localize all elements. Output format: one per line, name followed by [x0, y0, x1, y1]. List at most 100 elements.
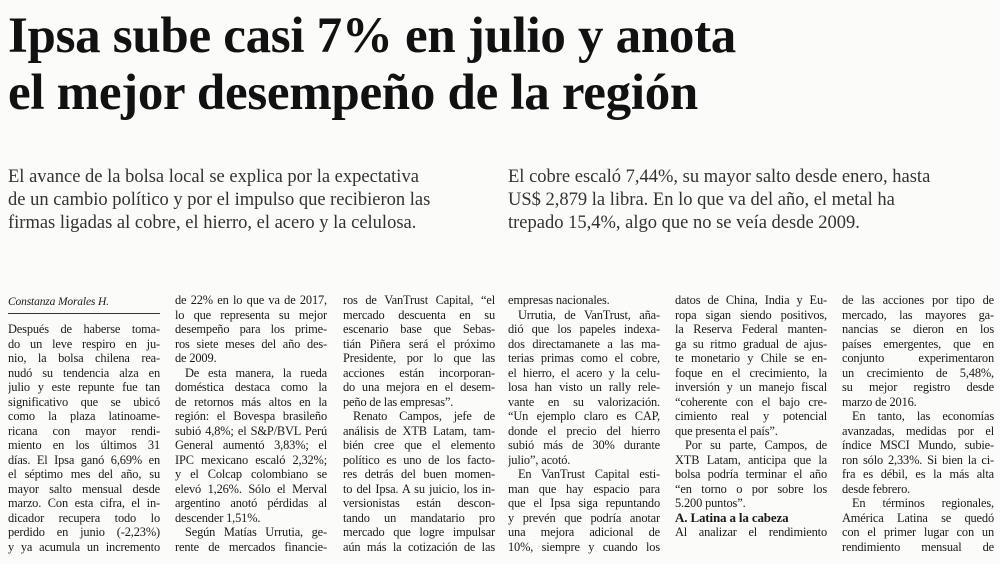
- headline-line: Ipsa sube casi 7% en julio y anota: [8, 8, 737, 64]
- text-line: región: el Bovespa brasileño: [175, 409, 327, 423]
- text-line: De esta manera, la rueda: [185, 365, 327, 380]
- text-line: nudó su tendencia alza en: [8, 365, 160, 380]
- text-line: mercado, las mayores ga-: [842, 307, 994, 322]
- text-line: y ya acumula un incremento: [8, 539, 160, 554]
- text-line: Por su parte, Campos, de: [685, 438, 827, 452]
- lead-line: trepado 15,4%, algo que no se veía desde…: [508, 213, 860, 233]
- text-line: En VanTrust Capital esti-: [518, 467, 660, 481]
- text-line: ros de VanTrust Capital, “el: [343, 293, 495, 307]
- text-line: subió más de 30% durante: [508, 438, 660, 452]
- text-line: Presidente, por lo que las: [343, 351, 495, 365]
- text-line: marzo de 2016.: [842, 394, 917, 409]
- text-line: dos directamanete a las ma-: [508, 336, 660, 351]
- text-line: que el Ipsa siga repuntando: [508, 496, 660, 510]
- text-line: terias primas como el cobre,: [508, 351, 660, 365]
- lead-line: El avance de la bolsa local se explica p…: [8, 167, 419, 187]
- text-line: marzo. Con esta cifra, el in-: [8, 496, 160, 510]
- text-line: de 2009.: [175, 351, 217, 365]
- text-line: man que hay espacio para: [508, 481, 660, 496]
- text-line: días. El Ipsa ganó 6,69% en: [8, 452, 160, 467]
- text-line: el séptimo mes del año, su: [8, 467, 160, 481]
- text-line: análisis de XTB Latam, tam-: [343, 423, 495, 438]
- text-line: datos de China, India y Eu-: [675, 293, 827, 307]
- text-line: un crecimiento de 5,48%,: [842, 365, 994, 380]
- text-line: de las acciones por tipo de: [842, 293, 994, 307]
- text-column: empresas nacionales. Urrutia, de VanTrust…: [508, 293, 660, 554]
- lead-line: El cobre escaló 7,44%, su mayor salto de…: [508, 167, 931, 187]
- text-line: como la plaza latinoame-: [8, 409, 160, 423]
- text-line: lo que representa su mejor: [175, 307, 327, 322]
- text-line: “Un ejemplo claro es CAP,: [508, 409, 660, 423]
- text-line: desde febrero.: [842, 481, 911, 496]
- text-line: dió que los papeles indexa-: [508, 322, 660, 336]
- text-line: y el Colcap colombiano se: [175, 467, 327, 481]
- headline: Ipsa sube casi 7% en julio y anota el mej…: [8, 8, 993, 122]
- text-line: países emergentes, que en: [842, 336, 994, 351]
- text-line: avanzadas, medidas por el: [842, 423, 994, 438]
- text-line: 5.200 puntos”.: [675, 496, 746, 510]
- text-line: dicador recupera todo lo: [8, 510, 160, 525]
- text-line: Al analizar el rendimiento: [675, 525, 827, 539]
- text-line: de retornos más altos en la: [175, 394, 327, 409]
- text-line: político es uno de los facto-: [343, 452, 495, 467]
- text-line: miento en los últimos 31: [8, 438, 160, 452]
- text-line: doméstica destaca como la: [175, 380, 327, 394]
- text-line: losa han visto un rally rele-: [508, 380, 660, 394]
- text-line: escenario base que Sebas-: [343, 322, 495, 336]
- byline: Constanza Morales H.: [8, 295, 160, 314]
- text-column: de las acciones por tipo de mercado, las …: [842, 293, 994, 554]
- lead-paragraph: El avance de la bolsa local se explica p…: [8, 166, 430, 235]
- text-line: empresas nacionales.: [508, 293, 610, 307]
- text-line: ricana con mayor rendi-: [8, 423, 160, 438]
- text-line: ros siete meses del año des-: [175, 336, 327, 351]
- text-line: de 22% en lo que va de 2017,: [175, 293, 327, 307]
- text-line: julio y este repunte fue tan: [8, 380, 160, 394]
- text-line: to del Ipsa. A su juicio, los in-: [343, 481, 495, 496]
- text-line: desempeño para los prime-: [175, 322, 327, 336]
- text-line: te monetario y Chile se en-: [675, 351, 827, 365]
- text-line: peño de las empresas”.: [343, 394, 454, 409]
- text-line: ropa sigan siendo positivos,: [675, 307, 827, 322]
- text-line: aún más la cotización de las: [343, 539, 495, 554]
- text-column: ros de VanTrust Capital, “el mercado desc…: [343, 293, 495, 554]
- subheading: A. Latina a la cabeza: [675, 509, 789, 525]
- text-line: tián Piñera será el próximo: [343, 336, 495, 351]
- text-line: el hierro, el acero y la celu-: [508, 365, 660, 380]
- text-line: argentino anotó pérdidas al: [175, 496, 327, 510]
- text-line: cimiento real y potencial: [675, 409, 827, 423]
- text-line: donde el precio del hierro: [508, 423, 660, 438]
- text-line: General aumentó 3,83%; el: [175, 438, 327, 452]
- text-line: res detrás del buen momen-: [343, 467, 495, 481]
- text-line: nancias se dieron en los: [842, 322, 994, 336]
- text-line: rente de mercados financie-: [175, 539, 327, 554]
- text-line: foque en el crecimiento, la: [675, 365, 827, 380]
- text-line: En tanto, las economías: [852, 409, 994, 423]
- text-line: do una mejora en el desem-: [343, 380, 495, 394]
- lead-line: US$ 2,879 la libra. En lo que va del año…: [508, 190, 895, 210]
- text-line: versionistas están descon-: [343, 496, 495, 510]
- text-line: bién cree que el elemento: [343, 438, 495, 452]
- text-line: perdido en junio (-2,23%): [8, 525, 160, 539]
- text-line: mercado que logre impulsar: [343, 525, 495, 539]
- text-line: subió 4,8%; el S&P/BVL Perú: [175, 423, 327, 438]
- text-line: índice MSCI Mundo, subie-: [842, 438, 994, 452]
- text-line: Urrutia, de VanTrust, aña-: [518, 307, 660, 322]
- lead-line: firmas ligadas al cobre, el hierro, el a…: [8, 213, 417, 233]
- text-line: Según Matías Urrutia, ge-: [185, 525, 327, 539]
- text-line: mayor salto mensual desde: [8, 481, 160, 496]
- text-line: En términos regionales,: [852, 496, 994, 510]
- text-line: fra es débil, es la más alta: [842, 467, 994, 481]
- text-line: nio, la bolsa chilena rea-: [8, 351, 160, 365]
- text-line: y prevén que podría anotar: [508, 510, 660, 525]
- text-line: descender 1,51%.: [175, 510, 261, 525]
- text-line: Después de haberse toma-: [8, 322, 160, 336]
- text-line: bolsa podría terminar el año: [675, 467, 827, 481]
- text-line: tando un mandatario pro: [343, 510, 495, 525]
- text-line: ga su ritmo gradual de ajus-: [675, 336, 827, 351]
- text-line: mercado descuenta en su: [343, 307, 495, 322]
- text-line: América Latina se quedó: [842, 510, 994, 525]
- text-line: inversión y un manejo fiscal: [675, 380, 827, 394]
- text-line: elevó 1,26%. Sólo el Merval: [175, 481, 327, 496]
- text-line: vante en su valorización.: [508, 394, 660, 409]
- text-line: IPC mexicano escaló 2,32%;: [175, 452, 327, 467]
